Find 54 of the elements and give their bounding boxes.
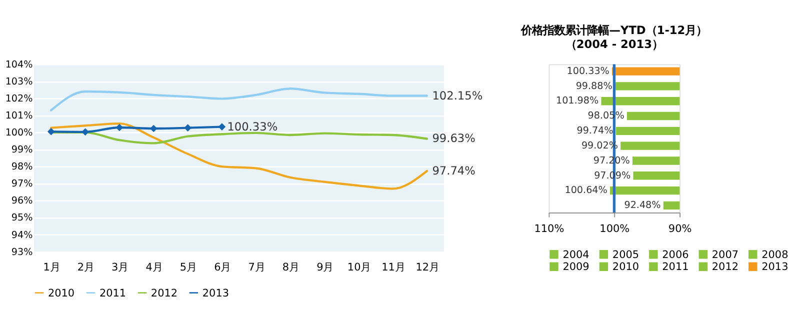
legend-label: 2010	[48, 287, 75, 300]
chart-title: 价格指数累计降幅—YTD（1-12月）	[520, 23, 708, 38]
data-label: 100.64%	[564, 185, 608, 196]
x-tick-label: 3月	[112, 262, 128, 274]
y-tick-label: 94%	[11, 230, 33, 241]
legend-label: 2008	[762, 248, 788, 261]
legend-label: 2006	[662, 248, 689, 261]
legend-label: 2004	[562, 248, 590, 261]
legend-label: 2012	[150, 287, 178, 300]
y-tick-label: 96%	[11, 196, 33, 207]
y-tick-label: 101%	[5, 110, 33, 122]
legend-label: 2013	[762, 261, 788, 274]
legend-label: 2011	[662, 261, 689, 274]
y-tick-label: 97%	[11, 178, 33, 190]
x-tick-label: 2月	[77, 262, 94, 274]
chart-subtitle: （2004 - 2013）	[565, 37, 664, 52]
x-tick-label: 5月	[180, 262, 197, 274]
data-label: 97.74%	[432, 163, 476, 178]
legend-label: 2010	[612, 261, 640, 274]
y-tick-label: 93%	[11, 246, 33, 258]
legend-label: 2007	[712, 248, 738, 261]
y-tick-label: 99%	[11, 144, 33, 156]
legend-label: 2012	[712, 261, 738, 274]
x-tick-label: 12月	[416, 262, 440, 274]
x-tick-label: 8月	[282, 262, 300, 274]
legend-label: 2013	[202, 287, 230, 300]
legend-label: 2011	[99, 287, 126, 300]
x-tick-label: 9月	[316, 262, 334, 274]
x-tick-label: 10月	[347, 262, 371, 274]
x-tick-label: 4月	[146, 262, 162, 274]
y-tick-label: 95%	[11, 212, 33, 224]
y-tick-label: 102%	[5, 93, 33, 104]
legend-label: 2005	[612, 248, 640, 261]
x-tick-label: 6月	[214, 262, 231, 274]
data-label: 99.63%	[432, 131, 476, 146]
data-label: 101.98%	[556, 96, 599, 107]
data-label: 100.33%	[566, 66, 610, 77]
y-tick-label: 104%	[5, 59, 33, 70]
x-tick-label: 7月	[248, 262, 265, 274]
data-label: 100.33%	[227, 119, 278, 134]
x-tick-label: 11月	[382, 262, 405, 274]
data-label: 99.88%	[576, 80, 612, 92]
y-tick-label: 98%	[11, 162, 33, 173]
x-tick-label: 110%	[534, 223, 564, 236]
y-tick-label: 103%	[5, 76, 33, 88]
x-tick-label: 100%	[600, 223, 630, 236]
line-series	[50, 88, 428, 112]
x-tick-label: 1月	[43, 262, 60, 274]
data-label: 102.15%	[432, 88, 483, 102]
y-tick-label: 100%	[5, 127, 33, 138]
legend-label: 2009	[562, 261, 590, 274]
data-label: 99.74%	[576, 126, 614, 137]
x-tick-label: 90%	[668, 223, 692, 236]
data-label: 92.48%	[624, 200, 661, 212]
